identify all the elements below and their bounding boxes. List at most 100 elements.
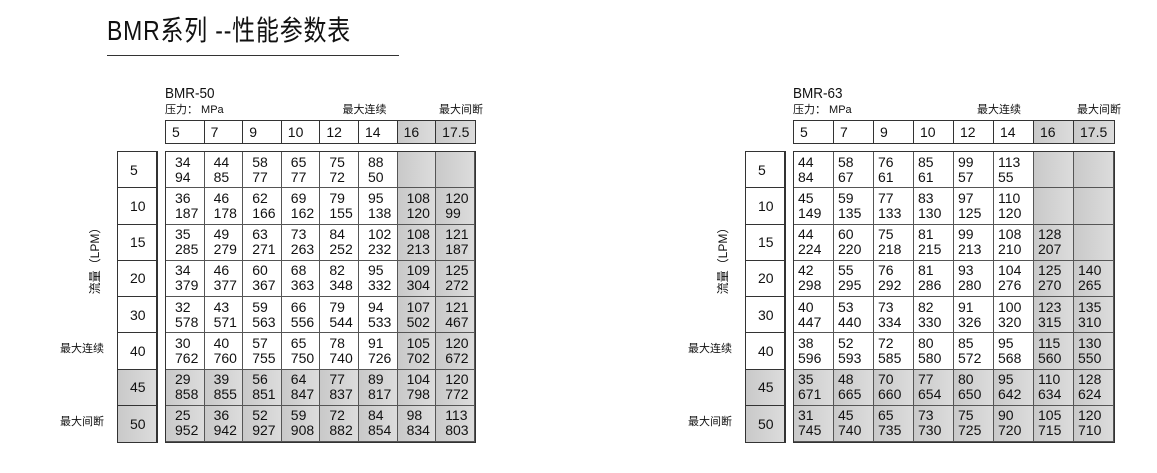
speed-value: 207	[1038, 241, 1062, 258]
speed-value: 348	[329, 277, 353, 294]
max-intermittent-flow-label: 最大间断	[688, 415, 732, 428]
table-cell: 75 218	[874, 224, 914, 261]
table-cell: 108 210	[994, 224, 1034, 261]
table-cell: 80 650	[954, 369, 994, 406]
speed-value: 120	[998, 204, 1022, 221]
torque-value: 79	[329, 189, 345, 206]
speed-value: 502	[406, 313, 430, 330]
speed-value: 280	[958, 277, 982, 294]
torque-value: 95	[998, 371, 1014, 388]
torque-value: 130	[1078, 334, 1102, 351]
speed-value: 326	[958, 313, 982, 330]
torque-value: 52	[252, 407, 268, 424]
max-intermittent-pressure-label: 最大间断	[1077, 104, 1121, 116]
torque-value: 107	[406, 298, 430, 315]
pressure-header-cell: 16	[397, 121, 437, 143]
table-cell: 128 207	[1034, 224, 1074, 261]
torque-value: 88	[367, 153, 384, 170]
speed-value: 760	[213, 349, 237, 366]
speed-value: 720	[998, 422, 1022, 439]
page-title: BMR系列 --性能参数表	[107, 15, 352, 46]
speed-value: 135	[838, 204, 862, 221]
speed-value: 162	[290, 204, 315, 221]
torque-value: 110	[998, 189, 1021, 206]
speed-value: 580	[918, 349, 942, 366]
max-intermittent-flow-label: 最大间断	[60, 415, 104, 428]
torque-value: 89	[367, 371, 384, 388]
speed-value: 77	[252, 168, 268, 185]
speed-value: 215	[918, 241, 942, 258]
flow-row-label: 10	[118, 188, 156, 225]
table-cell: 104 798	[397, 369, 437, 406]
table-cell: 65 750	[281, 333, 321, 370]
flow-row-label: 15	[746, 225, 784, 261]
table-cell: 104 276	[994, 260, 1034, 297]
table-cell: 44 84	[794, 152, 834, 189]
speed-value: 533	[367, 313, 392, 330]
flow-row-label: 20	[118, 261, 156, 297]
table-cell: 125 272	[436, 260, 475, 297]
torque-value: 94	[367, 298, 384, 315]
torque-value: 42	[798, 262, 814, 279]
table-cell: 52 593	[834, 333, 874, 370]
table-cell: 44 224	[794, 224, 834, 261]
pressure-header-row: 5 7 9 10 12 14 16 17.5	[793, 120, 1115, 144]
speed-value: 367	[252, 277, 276, 294]
torque-value: 25	[175, 407, 191, 424]
torque-value: 98	[406, 407, 423, 424]
speed-value: 851	[252, 386, 276, 403]
torque-value: 34	[175, 153, 191, 170]
speed-value: 834	[406, 422, 430, 439]
speed-value: 882	[329, 422, 353, 439]
speed-value: 84	[798, 168, 814, 185]
torque-value: 40	[798, 298, 814, 315]
flow-row-label: 5	[746, 152, 784, 189]
speed-value: 654	[918, 386, 942, 403]
table-cell: 65 77	[281, 152, 321, 189]
table-cell	[397, 152, 437, 189]
torque-value: 121	[445, 298, 469, 315]
table-cell: 110 120	[994, 188, 1034, 225]
speed-value: 858	[175, 386, 199, 403]
table-cell: 135 310	[1074, 297, 1114, 334]
speed-value: 263	[290, 241, 315, 258]
table-cell: 44 85	[204, 152, 244, 189]
torque-value: 82	[918, 298, 934, 315]
table-cell: 113 803	[436, 405, 475, 442]
table-cell: 32 578	[166, 297, 205, 334]
torque-value: 60	[838, 226, 854, 243]
performance-grid: 34 94 44 85 58 77 65 77 75 72 88 50 36 187 46 178 62 166 6…	[165, 151, 476, 443]
table-cell: 89 817	[358, 369, 398, 406]
speed-value: 72	[329, 168, 345, 185]
speed-value: 671	[798, 386, 822, 403]
speed-value: 755	[252, 349, 276, 366]
table-cell: 38 596	[794, 333, 834, 370]
speed-value: 85	[213, 168, 230, 185]
speed-value: 730	[918, 422, 942, 439]
torque-value: 59	[838, 189, 854, 206]
torque-value: 29	[175, 371, 191, 388]
speed-value: 61	[918, 168, 934, 185]
table-cell: 58 67	[834, 152, 874, 189]
torque-value: 44	[798, 153, 814, 170]
speed-value: 377	[213, 277, 237, 294]
torque-value: 75	[329, 153, 345, 170]
table-cell: 110 634	[1034, 369, 1074, 406]
flow-row-label: 10	[746, 188, 784, 225]
torque-value: 80	[918, 334, 934, 351]
speed-value: 285	[175, 241, 199, 258]
table-cell: 108 213	[397, 224, 437, 261]
torque-value: 34	[175, 262, 191, 279]
speed-value: 210	[998, 241, 1022, 258]
torque-value: 58	[838, 153, 854, 170]
speed-value: 660	[878, 386, 902, 403]
speed-value: 130	[918, 204, 942, 221]
table-cell: 95 568	[994, 333, 1034, 370]
table-cell: 76 292	[874, 260, 914, 297]
torque-value: 77	[918, 371, 934, 388]
torque-value: 105	[406, 334, 430, 351]
torque-value: 45	[798, 189, 814, 206]
table-cell: 59 135	[834, 188, 874, 225]
table-cell: 53 440	[834, 297, 874, 334]
table-cell: 77 133	[874, 188, 914, 225]
